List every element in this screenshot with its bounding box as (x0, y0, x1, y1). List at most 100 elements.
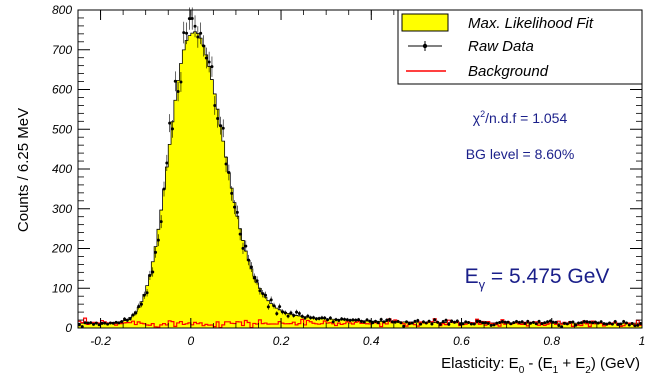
data-marker (80, 325, 84, 329)
data-point (565, 322, 569, 326)
data-marker (467, 321, 471, 325)
data-point (577, 321, 581, 325)
data-marker (565, 322, 569, 326)
data-marker (252, 276, 256, 280)
data-point (455, 319, 459, 323)
y-axis-title: Counts / 6.25 MeV (15, 108, 32, 232)
data-point (108, 321, 112, 325)
x-tick-label: 0.2 (273, 334, 290, 348)
data-point (467, 321, 471, 325)
data-marker (495, 321, 499, 325)
data-point (162, 181, 166, 197)
data-marker (100, 321, 104, 325)
data-marker (238, 232, 242, 236)
data-point (252, 273, 256, 283)
data-marker (182, 31, 186, 35)
data-marker (258, 289, 262, 293)
data-point (345, 317, 349, 322)
data-point (374, 319, 378, 323)
data-point (137, 303, 141, 310)
data-marker (334, 318, 338, 322)
data-marker (306, 314, 310, 318)
data-point (264, 291, 268, 299)
data-marker (348, 318, 352, 322)
x-tick-label: 0 (187, 334, 194, 348)
data-marker (351, 318, 355, 322)
data-marker (83, 321, 87, 325)
data-point (216, 109, 220, 128)
data-marker (596, 321, 600, 325)
data-marker (475, 319, 479, 323)
data-point (261, 289, 265, 298)
data-marker (399, 321, 403, 325)
data-point (500, 320, 504, 324)
data-point (503, 320, 507, 324)
data-point (574, 323, 578, 327)
data-marker (264, 293, 268, 297)
data-point (123, 317, 127, 321)
data-marker (430, 322, 434, 326)
data-point (421, 320, 425, 324)
data-point (407, 322, 411, 326)
data-point (331, 320, 335, 324)
data-point (235, 205, 239, 220)
data-point (599, 320, 603, 324)
data-point (134, 310, 138, 316)
data-point (608, 321, 612, 325)
data-point (224, 155, 228, 173)
data-point (543, 321, 547, 325)
data-point (131, 312, 135, 318)
y-tick-label: 800 (52, 3, 72, 17)
data-point (154, 246, 158, 258)
data-point (196, 26, 200, 48)
data-point (444, 318, 448, 323)
data-marker (340, 317, 344, 321)
data-marker (554, 320, 558, 324)
data-marker (627, 323, 631, 327)
data-marker (376, 321, 380, 325)
data-point (306, 313, 310, 319)
data-marker (382, 320, 386, 324)
data-point (376, 321, 380, 325)
data-marker (379, 317, 383, 321)
data-marker (342, 317, 346, 321)
data-marker (207, 60, 211, 64)
data-point (571, 320, 575, 324)
data-point (230, 186, 234, 201)
data-point (185, 22, 189, 45)
data-point (148, 270, 152, 281)
data-marker (537, 319, 541, 323)
data-point (568, 320, 572, 324)
data-point (509, 322, 513, 326)
data-point (86, 321, 90, 325)
data-marker (244, 244, 248, 248)
data-marker (571, 320, 575, 324)
data-marker (593, 320, 597, 324)
data-marker (585, 320, 589, 324)
data-point (145, 289, 149, 297)
data-point (633, 324, 637, 328)
data-point (385, 318, 389, 322)
data-point (156, 234, 160, 247)
x-tick-label: -0.2 (90, 334, 111, 348)
data-marker (168, 121, 172, 125)
data-marker (247, 258, 251, 262)
data-marker (269, 298, 273, 302)
data-point (255, 276, 259, 286)
data-marker (461, 322, 465, 326)
data-point (619, 322, 623, 326)
data-marker (509, 322, 513, 326)
data-marker (283, 311, 287, 315)
data-point (616, 322, 620, 326)
data-marker (185, 31, 189, 35)
data-point (159, 215, 163, 229)
data-marker (89, 321, 93, 325)
data-marker (543, 321, 547, 325)
data-point (295, 309, 299, 315)
data-marker (117, 321, 121, 325)
data-marker (120, 320, 124, 324)
data-marker (134, 311, 138, 315)
data-marker (190, 17, 194, 21)
data-marker (529, 321, 533, 325)
data-point (585, 320, 589, 324)
